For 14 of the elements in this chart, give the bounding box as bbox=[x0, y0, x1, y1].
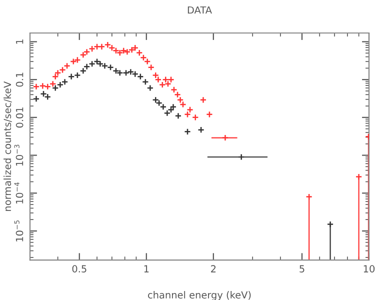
y-tick-label: 1 bbox=[16, 40, 24, 44]
y-axis-title: normalized counts/sec/keV bbox=[4, 81, 12, 211]
x-tick-label: 2 bbox=[211, 265, 216, 272]
chart-title: DATA bbox=[188, 6, 212, 14]
y-tick-label: 10$^{−5}$ bbox=[14, 220, 24, 242]
y-tick-label: 10$^{−4}$ bbox=[14, 182, 24, 204]
y-tick-label: 10$^{−3}$ bbox=[14, 144, 24, 166]
y-tick-label: 0.01 bbox=[16, 107, 24, 128]
x-axis-title: channel energy (keV) bbox=[148, 291, 251, 300]
x-tick-label: 0.5 bbox=[72, 265, 86, 272]
x-tick-label: 10 bbox=[364, 265, 375, 272]
y-tick-label: 0.1 bbox=[16, 72, 24, 87]
x-tick-label: 1 bbox=[144, 265, 149, 272]
x-tick-label: 5 bbox=[300, 265, 304, 272]
